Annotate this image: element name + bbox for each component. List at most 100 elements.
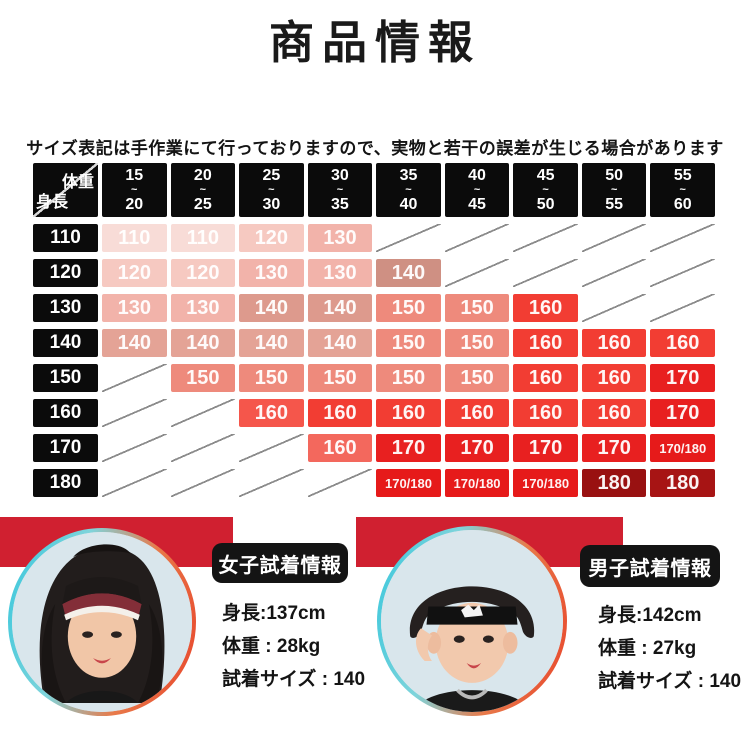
size-cell: 140 (239, 329, 304, 357)
weight-header-cell: 50 ~55 (581, 163, 647, 217)
boy-model-photo (377, 526, 567, 716)
size-cell: 170/180 (376, 469, 441, 497)
empty-cell (581, 224, 647, 252)
empty-cell (170, 469, 236, 497)
size-cell: 150 (239, 364, 304, 392)
weight-axis-label: 体重 (61, 174, 94, 191)
girls-height: 身長:137cm (222, 603, 326, 624)
size-cell: 140 (102, 329, 167, 357)
weight-header-cell: 35 ~40 (376, 163, 441, 217)
size-cell: 130 (307, 259, 373, 287)
size-cell: 130 (170, 294, 236, 322)
girls-fitting-info: 身長:137cm 体重 : 28kg 試着サイズ : 140 (222, 604, 365, 703)
weight-header-cell: 25 ~30 (239, 163, 304, 217)
size-cell: 160 (307, 434, 373, 462)
empty-cell (376, 224, 441, 252)
empty-cell (102, 399, 167, 427)
size-cell: 120 (239, 224, 304, 252)
empty-cell (650, 259, 715, 287)
empty-cell (307, 469, 373, 497)
height-row-header: 130 (33, 294, 98, 322)
empty-cell (650, 224, 715, 252)
size-cell: 180 (650, 469, 715, 497)
size-cell: 150 (376, 364, 441, 392)
empty-cell (513, 224, 578, 252)
boys-weight: 体重 : 27kg (598, 638, 697, 659)
height-row-header: 120 (33, 259, 98, 287)
size-cell: 170 (581, 434, 647, 462)
weight-header-cell: 30 ~35 (307, 163, 373, 217)
size-cell: 160 (307, 399, 373, 427)
empty-cell (102, 434, 167, 462)
size-cell: 140 (307, 294, 373, 322)
boy-avatar-illustration (381, 530, 563, 712)
size-cell: 130 (239, 259, 304, 287)
height-row-header: 170 (33, 434, 98, 462)
size-chart-table: 体重 身長 15 ~20 20 ~25 25 ~30 30 ~35 35 ~40 40 ~45 45 ~50 5… (33, 163, 715, 497)
size-cell: 140 (307, 329, 373, 357)
size-cell: 130 (307, 224, 373, 252)
empty-cell (581, 259, 647, 287)
size-cell: 160 (513, 364, 578, 392)
size-cell: 170 (650, 399, 715, 427)
corner-cell: 体重身長 (33, 163, 98, 217)
empty-cell (102, 469, 167, 497)
size-cell: 160 (376, 399, 441, 427)
girls-weight: 体重 : 28kg (222, 636, 321, 657)
empty-cell (513, 259, 578, 287)
size-cell: 150 (307, 364, 373, 392)
empty-cell (102, 364, 167, 392)
size-cell: 130 (102, 294, 167, 322)
size-cell: 160 (581, 399, 647, 427)
height-row-header: 140 (33, 329, 98, 357)
empty-cell (239, 434, 304, 462)
size-cell: 150 (444, 294, 510, 322)
size-cell: 150 (170, 364, 236, 392)
boys-size: 試着サイズ : 140 (598, 671, 742, 692)
boys-fitting-badge: 男子試着情報 (580, 545, 720, 587)
boys-height: 身長:142cm (598, 605, 702, 626)
weight-header-cell: 55 ~60 (650, 163, 715, 217)
girl-model-photo (8, 528, 196, 716)
girl-avatar-illustration (12, 532, 192, 712)
empty-cell (170, 399, 236, 427)
size-cell: 140 (376, 259, 441, 287)
page-title: 商品情報 (268, 16, 481, 69)
size-cell: 160 (513, 329, 578, 357)
size-cell: 160 (513, 399, 578, 427)
boys-fitting-info: 身長:142cm 体重 : 27kg 試着サイズ : 140 (598, 606, 741, 705)
height-row-header: 180 (33, 469, 98, 497)
size-notice: サイズ表記は手作業にて行っておりますので、実物と若干の誤差が生じる場合があります (26, 139, 724, 159)
size-cell: 150 (376, 294, 441, 322)
size-cell: 140 (170, 329, 236, 357)
size-cell: 120 (102, 259, 167, 287)
size-cell: 170/180 (513, 469, 578, 497)
size-cell: 150 (444, 329, 510, 357)
girls-fitting-badge: 女子試着情報 (212, 543, 348, 583)
girls-size: 試着サイズ : 140 (222, 669, 366, 690)
empty-cell (239, 469, 304, 497)
size-cell: 150 (376, 329, 441, 357)
size-cell: 160 (239, 399, 304, 427)
size-cell: 170/180 (444, 469, 510, 497)
size-cell: 170 (376, 434, 441, 462)
size-cell: 160 (444, 399, 510, 427)
size-cell: 120 (170, 259, 236, 287)
size-cell: 170 (513, 434, 578, 462)
empty-cell (444, 224, 510, 252)
size-cell: 170/180 (650, 434, 715, 462)
weight-header-cell: 40 ~45 (444, 163, 510, 217)
size-cell: 180 (581, 469, 647, 497)
size-cell: 110 (102, 224, 167, 252)
size-cell: 110 (170, 224, 236, 252)
height-axis-label: 身長 (36, 194, 69, 211)
height-row-header: 110 (33, 224, 98, 252)
height-row-header: 150 (33, 364, 98, 392)
empty-cell (650, 294, 715, 322)
empty-cell (444, 259, 510, 287)
weight-header-cell: 45 ~50 (513, 163, 578, 217)
empty-cell (581, 294, 647, 322)
size-cell: 160 (650, 329, 715, 357)
size-cell: 140 (239, 294, 304, 322)
